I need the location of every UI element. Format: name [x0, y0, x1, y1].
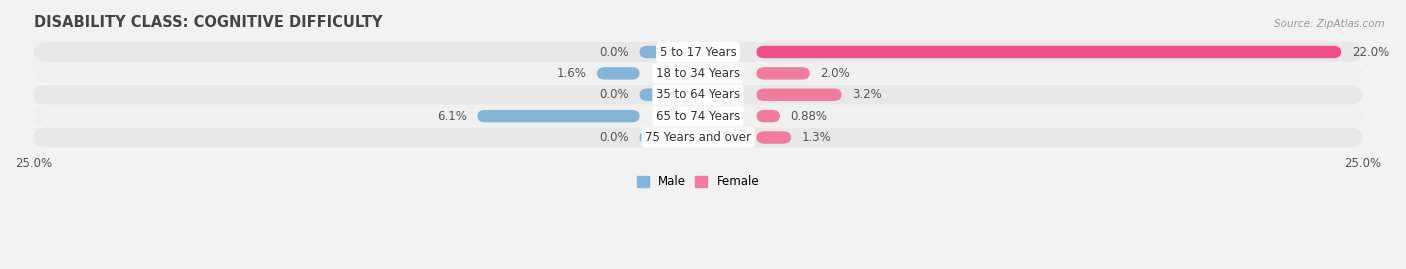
Text: 22.0%: 22.0%: [1351, 45, 1389, 58]
Text: 3.2%: 3.2%: [852, 88, 882, 101]
Text: 0.88%: 0.88%: [790, 110, 828, 123]
FancyBboxPatch shape: [756, 89, 842, 101]
FancyBboxPatch shape: [756, 46, 1341, 58]
FancyBboxPatch shape: [478, 110, 640, 122]
Text: DISABILITY CLASS: COGNITIVE DIFFICULTY: DISABILITY CLASS: COGNITIVE DIFFICULTY: [34, 15, 382, 30]
FancyBboxPatch shape: [34, 85, 1362, 105]
FancyBboxPatch shape: [640, 46, 697, 58]
Text: 1.6%: 1.6%: [557, 67, 586, 80]
Text: 2.0%: 2.0%: [820, 67, 851, 80]
FancyBboxPatch shape: [756, 110, 780, 122]
Text: 6.1%: 6.1%: [437, 110, 467, 123]
Text: 0.0%: 0.0%: [599, 45, 628, 58]
FancyBboxPatch shape: [598, 67, 640, 80]
Text: 75 Years and over: 75 Years and over: [645, 131, 751, 144]
FancyBboxPatch shape: [756, 131, 792, 144]
Text: Source: ZipAtlas.com: Source: ZipAtlas.com: [1274, 19, 1385, 29]
Legend: Male, Female: Male, Female: [633, 171, 763, 193]
FancyBboxPatch shape: [34, 63, 1362, 83]
FancyBboxPatch shape: [34, 128, 1362, 147]
Text: 5 to 17 Years: 5 to 17 Years: [659, 45, 737, 58]
Text: 0.0%: 0.0%: [599, 88, 628, 101]
Text: 0.0%: 0.0%: [599, 131, 628, 144]
FancyBboxPatch shape: [34, 42, 1362, 62]
FancyBboxPatch shape: [756, 67, 810, 80]
FancyBboxPatch shape: [640, 89, 697, 101]
Text: 35 to 64 Years: 35 to 64 Years: [657, 88, 740, 101]
Text: 18 to 34 Years: 18 to 34 Years: [657, 67, 740, 80]
Text: 1.3%: 1.3%: [801, 131, 831, 144]
FancyBboxPatch shape: [34, 106, 1362, 126]
Text: 65 to 74 Years: 65 to 74 Years: [655, 110, 740, 123]
FancyBboxPatch shape: [640, 131, 697, 144]
